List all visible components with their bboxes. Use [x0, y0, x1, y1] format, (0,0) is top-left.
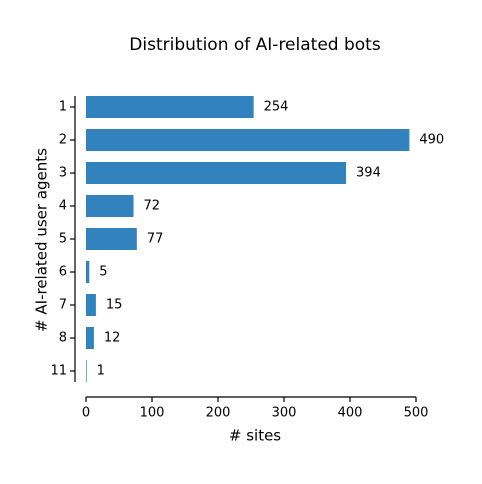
value-label: 77: [147, 232, 164, 247]
bar: [86, 129, 410, 151]
value-label: 394: [356, 166, 381, 181]
x-tick-label: 200: [206, 406, 231, 421]
value-label: 5: [99, 265, 107, 280]
y-tick-label: 7: [59, 298, 67, 313]
x-axis-label: # sites: [229, 427, 281, 445]
y-tick-label: 3: [59, 166, 67, 181]
value-label: 254: [264, 100, 289, 115]
x-tick-label: 500: [404, 406, 429, 421]
bar: [86, 294, 96, 316]
y-tick-label: 2: [59, 133, 67, 148]
y-tick-label: 8: [59, 331, 67, 346]
y-tick-label: 1: [59, 100, 67, 115]
bar: [86, 360, 87, 382]
x-tick-label: 0: [82, 406, 90, 421]
x-tick-label: 100: [140, 406, 165, 421]
y-tick-label: 11: [50, 364, 67, 379]
y-tick-label: 6: [59, 265, 67, 280]
x-tick-label: 400: [338, 406, 363, 421]
bar: [86, 327, 94, 349]
value-label: 490: [419, 133, 444, 148]
bar: [86, 96, 254, 118]
bar: [86, 261, 90, 283]
bar: [86, 162, 347, 184]
x-tick-label: 300: [272, 406, 297, 421]
bar: [86, 228, 137, 250]
chart-title: Distribution of AI-related bots: [129, 35, 381, 55]
y-tick-label: 5: [59, 232, 67, 247]
y-axis-label: # AI-related user agents: [33, 148, 51, 332]
value-label: 12: [104, 331, 121, 346]
y-tick-label: 4: [59, 199, 67, 214]
value-label: 15: [106, 298, 123, 313]
value-label: 72: [144, 199, 161, 214]
value-label: 1: [97, 364, 105, 379]
bar: [86, 195, 134, 217]
